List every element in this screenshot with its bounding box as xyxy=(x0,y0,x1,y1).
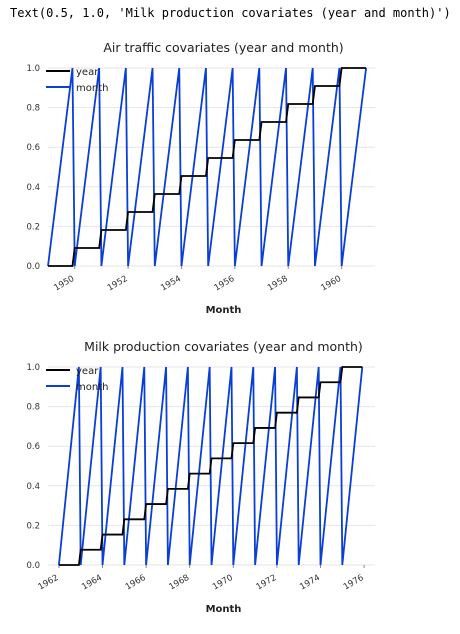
y-tick-label: 0.8 xyxy=(26,104,40,114)
legend: year month xyxy=(46,366,108,393)
legend-label-year: year xyxy=(76,67,99,78)
cell-output-text: Text(0.5, 1.0, 'Milk production covariat… xyxy=(10,6,451,20)
x-tick-label: 1956 xyxy=(213,274,237,293)
chart-2: Milk production covariates (year and mon… xyxy=(26,339,375,615)
x-tick-label: 1974 xyxy=(298,573,322,592)
series-line-year xyxy=(58,366,363,566)
legend-label-year: year xyxy=(76,366,99,377)
x-tick-label: 1954 xyxy=(159,274,183,293)
legend: year month xyxy=(46,67,108,94)
x-tick-label: 1970 xyxy=(211,573,235,592)
y-tick-label: 0.6 xyxy=(26,143,40,153)
x-tick-label: 1950 xyxy=(52,274,76,293)
chart-1: Air traffic covariates (year and month) 0… xyxy=(26,40,375,316)
y-tick-label: 0.4 xyxy=(26,183,40,193)
y-tick-label: 1.0 xyxy=(26,363,40,373)
x-tick-label: 1962 xyxy=(37,573,61,592)
y-tick-label: 0.8 xyxy=(26,403,40,413)
legend-label-month: month xyxy=(76,83,108,94)
y-tick-label: 0.4 xyxy=(26,482,40,492)
y-tick-label: 0.6 xyxy=(26,442,40,452)
y-tick-label: 0.2 xyxy=(26,521,40,531)
x-tick-label: 1958 xyxy=(266,274,290,293)
x-tick-label: 1964 xyxy=(80,573,104,592)
y-tick-label: 0.2 xyxy=(26,222,40,232)
y-tick-label: 1.0 xyxy=(26,64,40,74)
chart-title: Air traffic covariates (year and month) xyxy=(103,40,343,55)
y-tick-label: 0.0 xyxy=(26,561,40,571)
x-tick-label: 1972 xyxy=(255,573,279,592)
x-tick-label: 1976 xyxy=(342,573,366,592)
x-axis-label: Month xyxy=(206,305,242,316)
series-line-year xyxy=(48,67,367,267)
chart-title: Milk production covariates (year and mon… xyxy=(84,339,363,354)
x-tick-label: 1960 xyxy=(319,274,343,293)
y-tick-label: 0.0 xyxy=(26,262,40,272)
x-axis-label: Month xyxy=(206,604,242,615)
legend-label-month: month xyxy=(76,382,108,393)
x-tick-label: 1966 xyxy=(124,573,148,592)
x-tick-label: 1968 xyxy=(167,573,191,592)
x-tick-label: 1952 xyxy=(106,274,130,293)
